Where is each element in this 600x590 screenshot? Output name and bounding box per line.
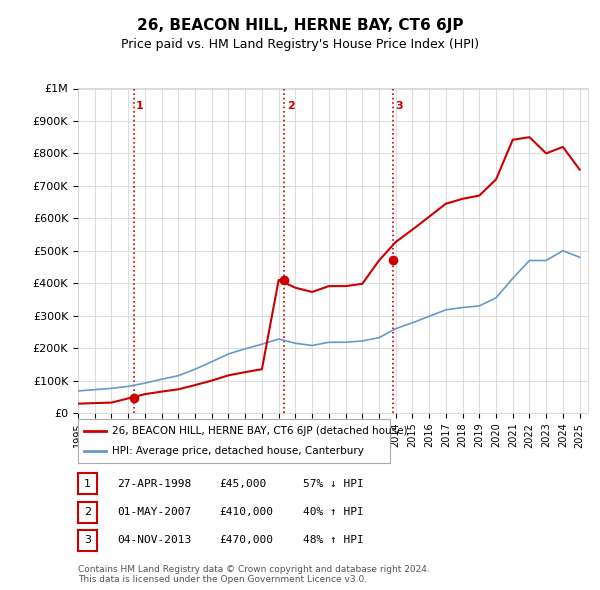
Text: 1: 1 (136, 101, 144, 112)
Text: 57% ↓ HPI: 57% ↓ HPI (303, 479, 364, 489)
Text: 04-NOV-2013: 04-NOV-2013 (117, 536, 191, 545)
Text: 48% ↑ HPI: 48% ↑ HPI (303, 536, 364, 545)
Text: 1: 1 (84, 479, 91, 489)
Text: £45,000: £45,000 (219, 479, 266, 489)
Text: 01-MAY-2007: 01-MAY-2007 (117, 507, 191, 517)
Text: Price paid vs. HM Land Registry's House Price Index (HPI): Price paid vs. HM Land Registry's House … (121, 38, 479, 51)
Text: 26, BEACON HILL, HERNE BAY, CT6 6JP: 26, BEACON HILL, HERNE BAY, CT6 6JP (137, 18, 463, 32)
Text: Contains HM Land Registry data © Crown copyright and database right 2024.
This d: Contains HM Land Registry data © Crown c… (78, 565, 430, 584)
Text: 3: 3 (84, 536, 91, 545)
Text: 27-APR-1998: 27-APR-1998 (117, 479, 191, 489)
Text: £470,000: £470,000 (219, 536, 273, 545)
Text: 2: 2 (287, 101, 295, 112)
Text: 26, BEACON HILL, HERNE BAY, CT6 6JP (detached house): 26, BEACON HILL, HERNE BAY, CT6 6JP (det… (112, 427, 408, 436)
Text: HPI: Average price, detached house, Canterbury: HPI: Average price, detached house, Cant… (112, 446, 364, 455)
Text: 3: 3 (395, 101, 403, 112)
Text: 40% ↑ HPI: 40% ↑ HPI (303, 507, 364, 517)
Text: 2: 2 (84, 507, 91, 517)
Text: £410,000: £410,000 (219, 507, 273, 517)
